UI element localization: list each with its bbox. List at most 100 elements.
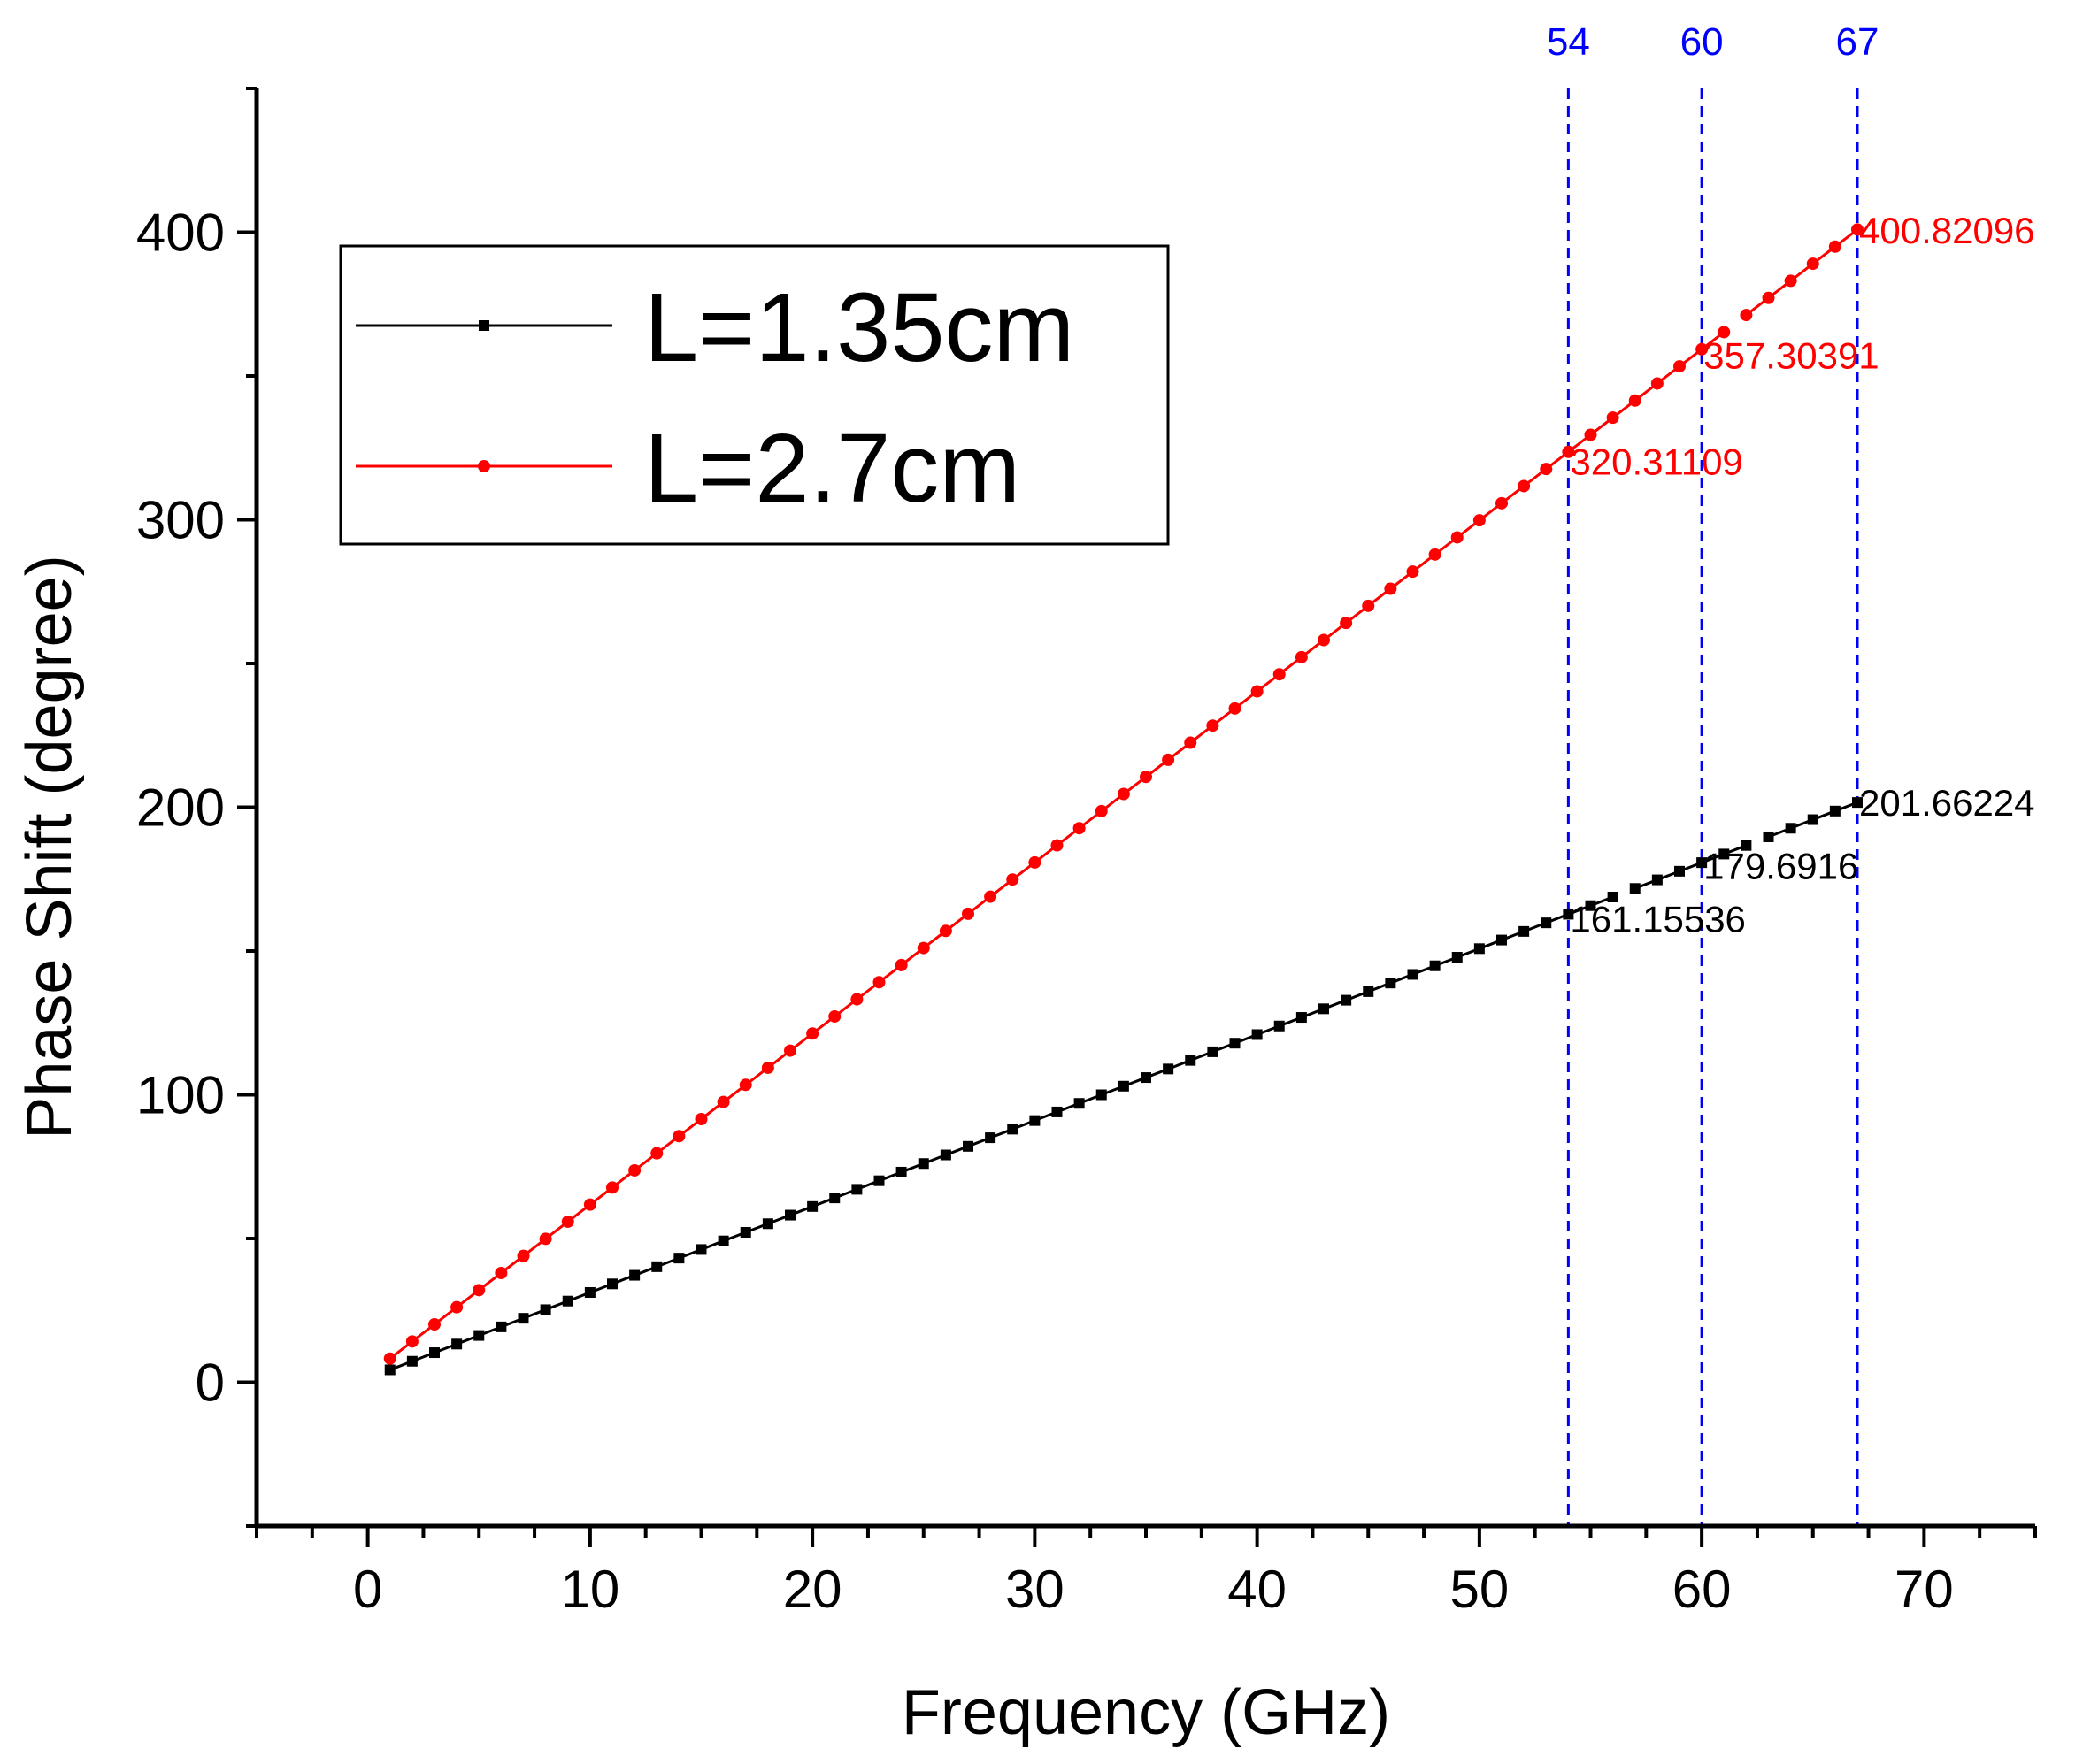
x-tick-label: 70 — [1895, 1560, 1954, 1619]
data-point-0 — [1785, 823, 1796, 834]
legend-marker-1 — [478, 460, 490, 472]
data-point-0 — [762, 1218, 773, 1230]
legend-box — [339, 244, 1170, 546]
data-point-0 — [1207, 1046, 1218, 1057]
data-point-1 — [1606, 411, 1619, 425]
data-point-1 — [1028, 855, 1042, 869]
data-point-0 — [1251, 1029, 1263, 1040]
data-point-0 — [829, 1193, 841, 1204]
data-point-1 — [1184, 736, 1197, 749]
data-point-1 — [1406, 565, 1419, 579]
value-annotation: 400.82096 — [1859, 210, 2035, 251]
data-point-0 — [985, 1132, 996, 1144]
data-point-0 — [1451, 952, 1463, 963]
data-point-0 — [1518, 925, 1530, 937]
data-point-0 — [1295, 1012, 1307, 1024]
data-point-0 — [740, 1226, 751, 1238]
data-point-0 — [1585, 900, 1596, 911]
data-point-0 — [1073, 1098, 1085, 1109]
data-point-1 — [428, 1318, 441, 1331]
data-point-1 — [561, 1215, 574, 1228]
data-point-0 — [851, 1184, 863, 1195]
data-point-0 — [1341, 994, 1352, 1006]
value-annotation: 201.66224 — [1859, 782, 2035, 824]
data-point-1 — [784, 1044, 796, 1057]
data-point-1 — [628, 1163, 642, 1177]
data-point-1 — [1762, 291, 1775, 304]
data-point-0 — [785, 1209, 796, 1221]
data-point-0 — [1718, 848, 1730, 860]
data-point-1 — [1362, 599, 1375, 612]
series-line-0 — [389, 895, 1614, 1371]
data-point-0 — [1141, 1072, 1151, 1084]
data-point-0 — [1029, 1115, 1041, 1126]
x-axis-title: Frequency (GHz) — [902, 1677, 1390, 1748]
data-point-1 — [717, 1095, 730, 1108]
data-point-0 — [384, 1364, 396, 1376]
data-point-1 — [1050, 839, 1064, 852]
data-point-0 — [1651, 874, 1663, 886]
data-point-0 — [673, 1253, 685, 1264]
data-point-1 — [1250, 685, 1264, 698]
data-point-0 — [1407, 969, 1418, 980]
value-annotation: 357.30391 — [1703, 334, 1879, 376]
data-point-0 — [718, 1235, 729, 1246]
data-point-1 — [606, 1181, 619, 1194]
data-point-1 — [1472, 514, 1486, 527]
data-point-1 — [1650, 377, 1664, 390]
data-point-0 — [1095, 1089, 1107, 1101]
data-point-1 — [1295, 650, 1308, 663]
data-point-1 — [1228, 702, 1241, 715]
data-point-1 — [695, 1112, 708, 1125]
data-point-1 — [1695, 342, 1709, 356]
data-point-0 — [1829, 805, 1841, 817]
data-point-0 — [518, 1313, 529, 1324]
data-point-1 — [1806, 257, 1819, 271]
data-point-0 — [1007, 1124, 1018, 1135]
data-point-0 — [1741, 840, 1752, 851]
series — [383, 223, 1864, 1376]
data-point-0 — [584, 1287, 596, 1299]
data-point-1 — [1562, 445, 1575, 458]
data-point-1 — [872, 976, 886, 989]
data-point-0 — [429, 1347, 440, 1359]
data-point-1 — [1272, 668, 1286, 681]
x-tick-label: 30 — [1005, 1560, 1065, 1619]
x-tick-label: 40 — [1227, 1560, 1287, 1619]
data-point-1 — [1428, 548, 1441, 561]
data-point-0 — [1674, 865, 1685, 877]
data-point-0 — [807, 1200, 819, 1212]
data-point-0 — [1696, 857, 1708, 869]
data-point-1 — [917, 941, 930, 955]
data-point-1 — [450, 1300, 464, 1314]
data-point-1 — [828, 1009, 842, 1023]
data-point-1 — [1450, 531, 1464, 544]
data-point-0 — [496, 1321, 507, 1332]
marker-label-67: 67 — [1836, 20, 1879, 64]
data-point-1 — [517, 1249, 530, 1262]
data-point-0 — [629, 1269, 641, 1281]
data-point-1 — [1095, 804, 1108, 817]
legend-marker-0 — [479, 320, 489, 331]
y-tick-label: 400 — [136, 203, 225, 263]
axes: 0 100 200 300 400 0 10 20 30 40 50 60 70 Frequency (G… — [14, 87, 2037, 1748]
data-point-1 — [1384, 582, 1397, 595]
data-point-1 — [1006, 873, 1019, 886]
data-point-0 — [1273, 1020, 1285, 1032]
data-point-0 — [1318, 1003, 1329, 1015]
data-point-0 — [1629, 883, 1641, 894]
x-tick-label: 50 — [1450, 1560, 1510, 1619]
data-point-0 — [1541, 917, 1552, 929]
data-point-0 — [651, 1261, 663, 1272]
data-point-1 — [984, 890, 997, 903]
y-tick-label: 300 — [136, 491, 225, 550]
data-point-0 — [607, 1278, 618, 1290]
data-point-0 — [451, 1338, 463, 1350]
data-point-0 — [1363, 986, 1374, 997]
data-point-1 — [761, 1061, 774, 1074]
data-point-0 — [1163, 1063, 1174, 1075]
vertical-markers: 54 60 67 — [1547, 20, 1879, 1526]
data-point-0 — [562, 1295, 573, 1307]
